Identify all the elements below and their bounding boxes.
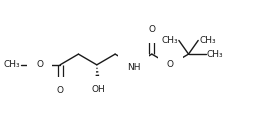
Text: NH: NH <box>127 63 140 72</box>
Text: O: O <box>148 25 155 34</box>
Text: OH: OH <box>92 85 106 94</box>
Text: CH₃: CH₃ <box>199 36 216 45</box>
Text: CH₃: CH₃ <box>4 60 20 69</box>
Text: CH₃: CH₃ <box>161 36 178 45</box>
Text: O: O <box>36 60 43 69</box>
Text: O: O <box>57 86 64 95</box>
Text: CH₃: CH₃ <box>207 50 224 59</box>
Text: O: O <box>167 60 174 69</box>
